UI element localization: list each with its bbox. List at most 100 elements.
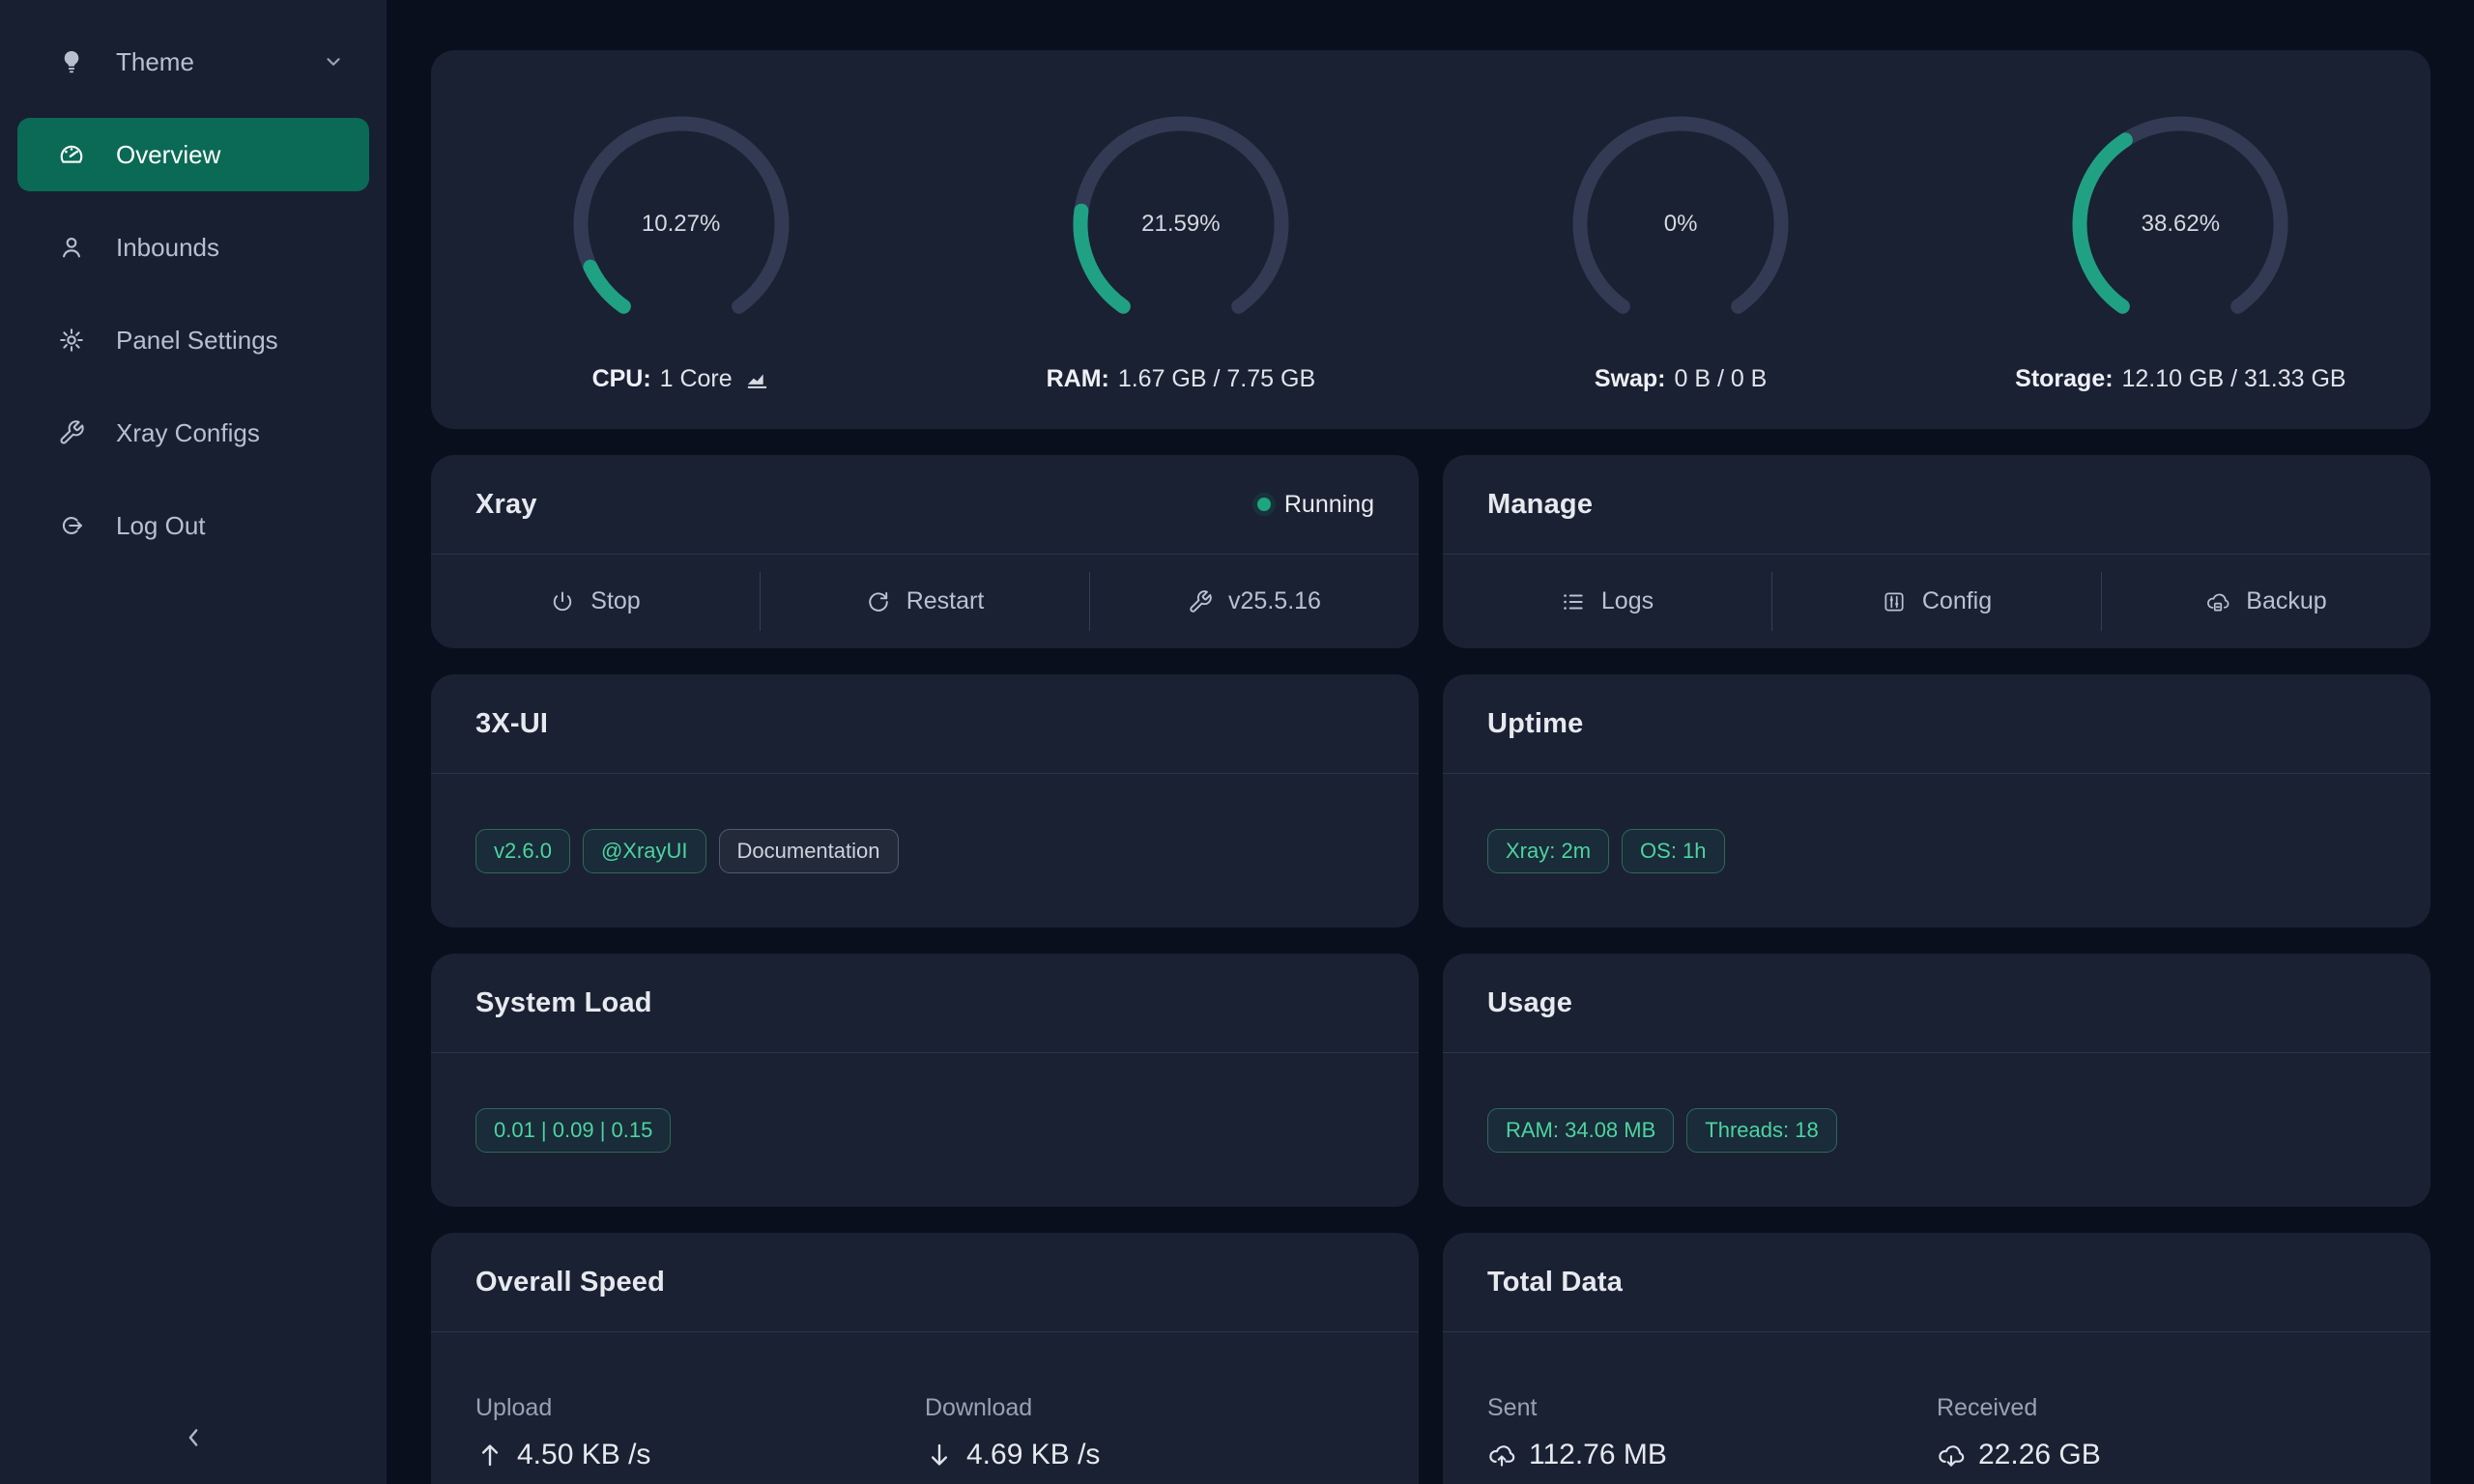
cpu-gauge: 10.27% CPU: 1 Core [431, 104, 931, 429]
threads-badge: Threads: 18 [1686, 1107, 1837, 1153]
card-title: 3X-UI [475, 707, 549, 739]
cloud-up-icon [1489, 1445, 1515, 1467]
swap-gauge-arc [1572, 116, 1789, 314]
ram-label: RAM: 1.67 GB / 7.75 GB [1046, 365, 1316, 392]
status-dot-icon [1256, 498, 1271, 511]
card-title: Usage [1487, 986, 1573, 1018]
overall-speed-card-header: Overall Speed [431, 1233, 1419, 1332]
cpu-label: CPU: 1 Core [592, 365, 770, 393]
download-stat: Download 4.69 KB /s [925, 1394, 1374, 1484]
manage-actions: Logs Config [1443, 555, 2431, 648]
sidebar-item-label: Panel Settings [116, 325, 278, 355]
card-title: Uptime [1487, 707, 1584, 739]
gauge-icon [60, 145, 83, 163]
logs-button[interactable]: Logs [1443, 555, 1771, 648]
cloud-down-icon [1939, 1445, 1965, 1467]
sent-value: 112.76 MB [1487, 1439, 1937, 1471]
wrench-icon [1190, 589, 1212, 613]
sidebar-item-panel-settings[interactable]: Panel Settings [17, 303, 369, 377]
system-load-card: System Load 0.01 | 0.09 | 0.15 [431, 954, 1419, 1207]
total-data-card: Total Data Sent 112.76 MB Received [1443, 1233, 2431, 1484]
usage-card-header: Usage [1443, 954, 2431, 1053]
three-x-ui-card: 3X-UI v2.6.0 @XrayUI Documentation [431, 674, 1419, 928]
arrow-up-icon [481, 1444, 499, 1467]
divider [760, 572, 761, 631]
stat-label: Download [925, 1394, 1033, 1421]
xray-version-button[interactable]: v25.5.16 [1090, 555, 1419, 648]
restart-button[interactable]: Restart [761, 555, 1089, 648]
chevron-left-icon [188, 1429, 198, 1446]
system-load-card-header: System Load [431, 954, 1419, 1053]
cpu-gauge-arc [573, 116, 790, 314]
storage-label: Storage: 12.10 GB / 31.33 GB [2015, 365, 2346, 392]
speed-stats: Upload 4.50 KB /s Download 4.69 K [431, 1332, 1419, 1484]
backup-button[interactable]: Backup [2102, 555, 2431, 648]
xray-actions: Stop Restart v25.5.16 [431, 555, 1419, 648]
power-icon [554, 590, 572, 611]
download-value: 4.69 KB /s [925, 1439, 1374, 1471]
load-average-badge: 0.01 | 0.09 | 0.15 [475, 1107, 672, 1153]
sidebar-item-label: Overview [116, 139, 221, 169]
user-icon [63, 237, 80, 258]
sidebar-item-overview[interactable]: Overview [17, 118, 369, 191]
storage-percent: 38.62% [2141, 211, 2221, 237]
sent-stat: Sent 112.76 MB [1487, 1394, 1937, 1484]
cloud-save-icon [2207, 593, 2229, 612]
arrow-down-icon [931, 1443, 948, 1466]
main-content: 10.27% CPU: 1 Core 21.59% RAM: 1.67 GB /… [387, 0, 2474, 1484]
sidebar-item-label: Xray Configs [116, 417, 260, 447]
divider [2101, 572, 2102, 631]
cpu-percent: 10.27% [641, 211, 721, 237]
system-gauges-card: 10.27% CPU: 1 Core 21.59% RAM: 1.67 GB /… [431, 50, 2431, 429]
xrayui-badge[interactable]: @XrayUI [582, 828, 706, 873]
gear-icon [60, 328, 83, 352]
sidebar: Theme Overview Inbounds Panel Settings X… [0, 0, 387, 1484]
card-title: Total Data [1487, 1266, 1624, 1298]
version-badge[interactable]: v2.6.0 [475, 828, 570, 873]
sidebar-item-label: Theme [116, 46, 194, 76]
documentation-badge[interactable]: Documentation [718, 828, 899, 873]
three-x-ui-badges: v2.6.0 @XrayUI Documentation [431, 774, 1419, 928]
wrench-icon [60, 420, 84, 444]
sidebar-collapse-button[interactable] [0, 1409, 387, 1467]
sidebar-item-log-out[interactable]: Log Out [17, 489, 369, 562]
manage-card: Manage Logs [1443, 455, 2431, 648]
upload-stat: Upload 4.50 KB /s [475, 1394, 925, 1484]
sidebar-item-xray-configs[interactable]: Xray Configs [17, 396, 369, 470]
sidebar-item-label: Log Out [116, 510, 206, 540]
total-data-stats: Sent 112.76 MB Received [1443, 1332, 2431, 1484]
stop-button[interactable]: Stop [431, 555, 760, 648]
stat-label: Sent [1487, 1394, 1538, 1421]
sliders-icon [1884, 591, 1904, 612]
received-value: 22.26 GB [1937, 1439, 2386, 1471]
overall-speed-card: Overall Speed Upload 4.50 KB /s Download [431, 1233, 1419, 1484]
xray-card-header: Xray Running [431, 455, 1419, 555]
refresh-icon [869, 591, 888, 612]
storage-gauge-arc [2072, 116, 2288, 314]
system-load-badges: 0.01 | 0.09 | 0.15 [431, 1053, 1419, 1207]
three-x-ui-card-header: 3X-UI [431, 674, 1419, 774]
usage-card: Usage RAM: 34.08 MB Threads: 18 [1443, 954, 2431, 1207]
manage-card-header: Manage [1443, 455, 2431, 555]
ram-percent: 21.59% [1141, 211, 1221, 237]
upload-value: 4.50 KB /s [475, 1439, 925, 1471]
ram-gauge: 21.59% RAM: 1.67 GB / 7.75 GB [931, 104, 1430, 429]
sidebar-item-inbounds[interactable]: Inbounds [17, 211, 369, 284]
uptime-card: Uptime Xray: 2m OS: 1h [1443, 674, 2431, 928]
chevron-down-icon [327, 58, 340, 66]
storage-gauge: 38.62% Storage: 12.10 GB / 31.33 GB [1931, 104, 2431, 429]
sidebar-item-theme[interactable]: Theme [17, 25, 369, 99]
card-title: Xray [475, 488, 537, 520]
received-stat: Received 22.26 GB [1937, 1394, 2386, 1484]
divider [1089, 572, 1090, 631]
card-title: Manage [1487, 488, 1594, 520]
ram-usage-badge: RAM: 34.08 MB [1487, 1107, 1675, 1153]
bulb-icon [64, 50, 79, 73]
area-chart-icon[interactable] [744, 366, 770, 392]
logout-icon [62, 517, 82, 534]
xray-status: Running [1256, 491, 1374, 519]
stat-label: Received [1937, 1394, 2038, 1421]
card-title: Overall Speed [475, 1266, 666, 1298]
config-button[interactable]: Config [1772, 555, 2101, 648]
uptime-badges: Xray: 2m OS: 1h [1443, 774, 2431, 928]
